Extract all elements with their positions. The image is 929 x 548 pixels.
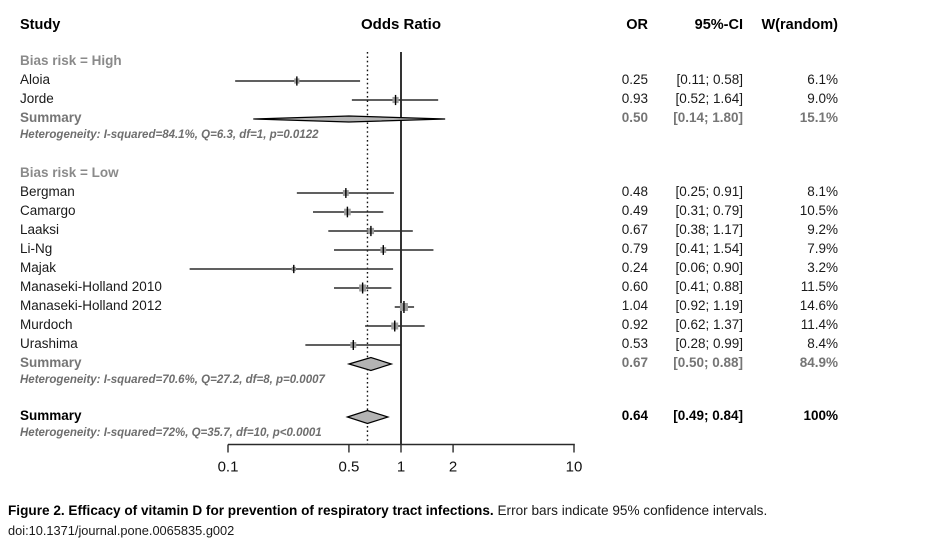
subgroup-section-label: Bias risk = High (20, 52, 122, 68)
summary-label: Summary (20, 354, 82, 370)
or-value: 0.79 (621, 240, 648, 256)
x-axis-tick-label: 10 (566, 459, 583, 476)
ci-value: [0.62; 1.37] (675, 316, 743, 332)
weight-value: 8.4% (807, 335, 838, 351)
odds-ratio-plot-title: Odds Ratio (360, 16, 441, 33)
weight-value: 100% (803, 407, 838, 423)
ci-value: [0.41; 0.88] (675, 278, 743, 294)
ci-value: [0.06; 0.90] (675, 259, 743, 275)
summary-label: Summary (20, 109, 82, 125)
study-label: Li-Ng (20, 240, 53, 256)
ci-value: [0.41; 1.54] (675, 240, 743, 256)
study-label: Aloia (20, 71, 51, 87)
weight-value: 11.5% (800, 278, 838, 294)
study-column-header: Study (20, 17, 61, 33)
weight-value: 84.9% (799, 354, 838, 370)
or-value: 0.50 (621, 109, 648, 125)
ci-column-header: 95%-CI (694, 17, 743, 33)
study-label: Jorde (20, 90, 54, 106)
ci-value: [0.38; 1.17] (675, 221, 743, 237)
ci-value: [0.50; 0.88] (673, 354, 743, 370)
or-value: 1.04 (621, 297, 648, 313)
weight-value: 9.2% (807, 221, 838, 237)
study-label: Majak (20, 259, 57, 275)
study-label: Manaseki-Holland 2010 (20, 278, 162, 294)
weight-value: 15.1% (799, 109, 838, 125)
ci-value: [0.31; 0.79] (675, 202, 743, 218)
x-axis-tick-label: 0.5 (338, 459, 359, 476)
heterogeneity-text: Heterogeneity: I-squared=72%, Q=35.7, df… (20, 426, 322, 439)
figure-caption-title: Figure 2. Efficacy of vitamin D for prev… (8, 503, 494, 518)
weight-value: 14.6% (799, 297, 838, 313)
weight-value: 6.1% (807, 71, 838, 87)
forest-plot-canvas: 0.1 0.5 1 2 10 (189, 52, 583, 476)
weight-value: 10.5% (799, 202, 838, 218)
weight-column-header: W(random) (761, 17, 838, 33)
or-value: 0.93 (621, 90, 648, 106)
or-value: 0.64 (621, 407, 648, 423)
study-label: Urashima (20, 335, 78, 351)
ci-value: [0.11; 0.58] (676, 71, 743, 87)
study-label: Bergman (20, 183, 75, 199)
ci-value: [0.92; 1.19] (675, 297, 743, 313)
or-value: 0.24 (621, 259, 648, 275)
weight-value: 7.9% (807, 240, 838, 256)
ci-value: [0.28; 0.99] (675, 335, 743, 351)
x-axis-tick-label: 1 (397, 459, 405, 476)
or-value: 0.67 (621, 354, 648, 370)
or-column-header: OR (626, 17, 648, 33)
or-value: 0.92 (621, 316, 648, 332)
ci-value: [0.49; 0.84] (673, 407, 743, 423)
figure-doi: doi:10.1371/journal.pone.0065835.g002 (8, 523, 235, 538)
x-axis-tick-label: 0.1 (218, 459, 239, 476)
subgroup-section-label: Bias risk = Low (20, 164, 119, 180)
study-label: Laaksi (20, 221, 60, 237)
summary-label: Summary (20, 407, 82, 423)
or-value: 0.60 (621, 278, 648, 294)
summary-diamond (253, 115, 446, 123)
or-value: 0.67 (621, 221, 648, 237)
weight-value: 11.4% (800, 316, 838, 332)
or-value: 0.49 (621, 202, 648, 218)
heterogeneity-text: Heterogeneity: I-squared=84.1%, Q=6.3, d… (20, 128, 319, 141)
or-value: 0.48 (621, 183, 648, 199)
weight-value: 9.0% (807, 90, 838, 106)
or-value: 0.25 (621, 71, 648, 87)
study-label: Murdoch (20, 316, 73, 332)
ci-value: [0.52; 1.64] (675, 90, 743, 106)
summary-diamond (346, 356, 394, 372)
figure-caption: Figure 2. Efficacy of vitamin D for prev… (8, 501, 921, 540)
or-value: 0.53 (621, 335, 648, 351)
weight-value: 3.2% (807, 259, 838, 275)
ci-value: [0.25; 0.91] (675, 183, 743, 199)
study-label: Manaseki-Holland 2012 (20, 297, 162, 313)
heterogeneity-text: Heterogeneity: I-squared=70.6%, Q=27.2, … (20, 373, 325, 386)
weight-value: 8.1% (807, 183, 838, 199)
summary-diamond (345, 409, 390, 425)
figure-caption-text: Error bars indicate 95% confidence inter… (497, 503, 768, 518)
x-axis-tick-label: 2 (449, 459, 457, 476)
ci-value: [0.14; 1.80] (673, 109, 743, 125)
study-label: Camargo (20, 202, 76, 218)
